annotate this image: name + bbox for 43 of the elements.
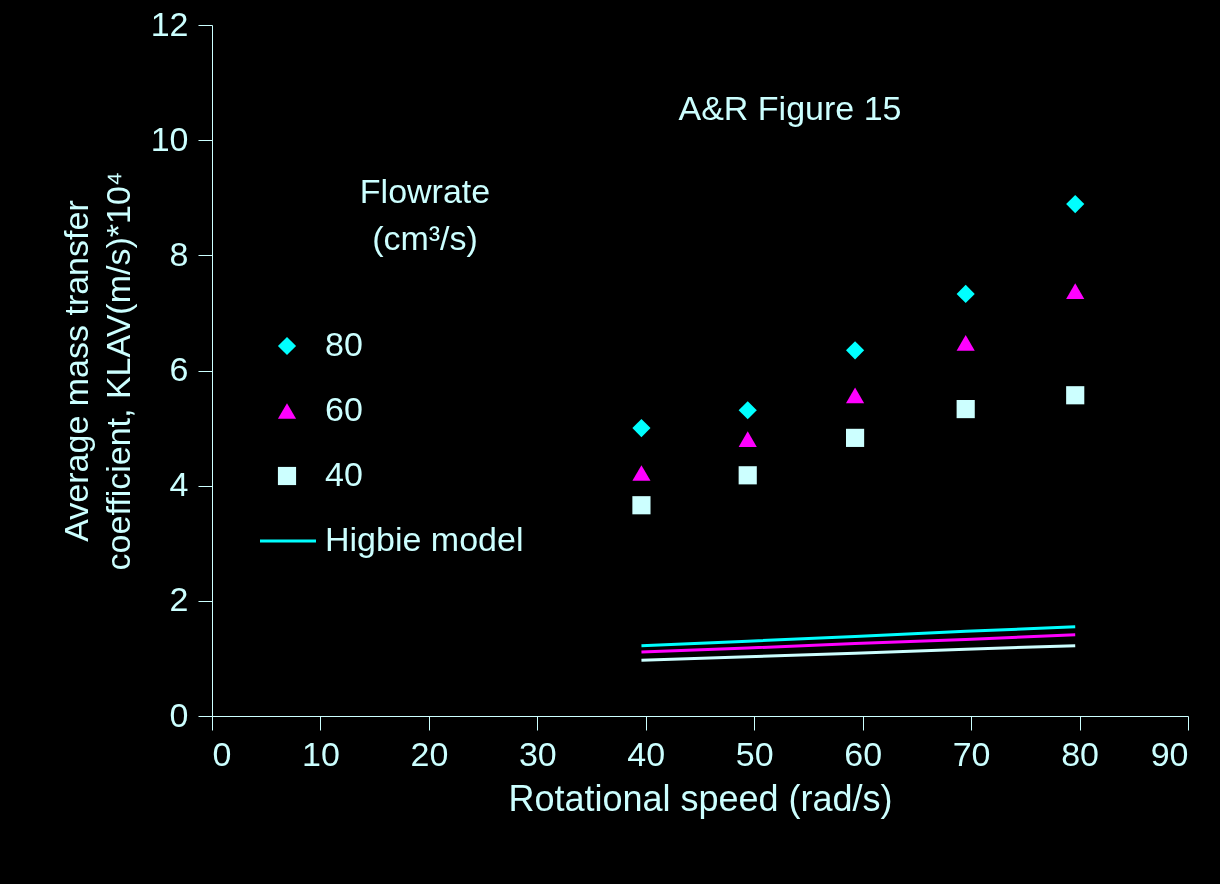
- point: [1066, 283, 1085, 299]
- y-tick-label: 6: [169, 350, 189, 388]
- y-tick-label: 0: [169, 695, 189, 734]
- x-tick-label: 30: [518, 734, 557, 773]
- x-tick-label: 40: [627, 734, 666, 773]
- point: [845, 341, 865, 360]
- legend-label: 80: [325, 325, 363, 363]
- text: A&R Figure 15: [678, 89, 902, 127]
- point: [845, 428, 865, 447]
- x-tick-label: 60: [844, 734, 883, 773]
- x-tick-label: 20: [410, 734, 449, 773]
- x-tick-label: 70: [952, 734, 991, 773]
- legend-label: 40: [325, 455, 363, 493]
- point: [738, 401, 757, 420]
- line-series: [639, 644, 1077, 662]
- point: [1066, 195, 1085, 214]
- x-tick-label: 0: [212, 734, 232, 773]
- point: [738, 466, 757, 485]
- x-tick-label: 10: [302, 734, 340, 773]
- x-tick-label: 50: [735, 734, 774, 773]
- y-tick-label: 4: [169, 465, 189, 504]
- x-tick-label: 90: [1150, 734, 1189, 773]
- y-tick-label: 12: [150, 4, 189, 43]
- point: [956, 400, 975, 419]
- line-series: [639, 625, 1077, 648]
- y-tick-label: 8: [169, 234, 189, 273]
- x-tick-label: 80: [1061, 734, 1099, 773]
- legend-label: Higbie model: [325, 520, 524, 558]
- y-tick-label: 2: [169, 580, 189, 619]
- point: [845, 387, 865, 404]
- legend-label: 60: [325, 390, 363, 428]
- x-axis-title: Rotational speed (rad/s): [508, 777, 893, 819]
- line-series: [639, 633, 1077, 654]
- point: [632, 465, 651, 481]
- y-axis-title: Average mass transfer coefficient, KLAV(m/s)*10⁴: [56, 171, 137, 571]
- point: [956, 284, 975, 303]
- point: [738, 431, 757, 447]
- y-tick-label: 10: [150, 119, 189, 158]
- point: [956, 334, 975, 351]
- point: [632, 419, 651, 438]
- legend-title: Flowrate (cm³/s): [359, 172, 491, 257]
- point: [1066, 386, 1085, 405]
- point: [632, 496, 651, 515]
